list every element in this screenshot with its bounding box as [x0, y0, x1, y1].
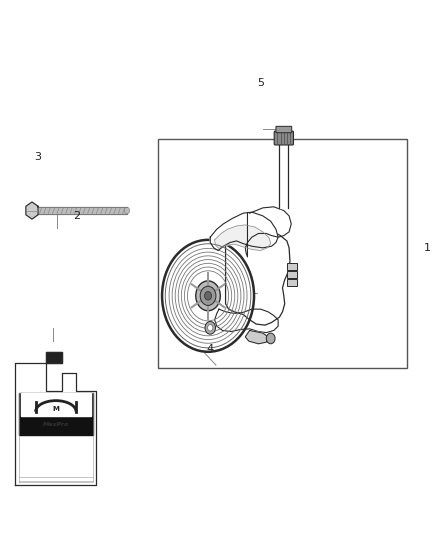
Polygon shape — [245, 207, 291, 257]
Text: 1: 1 — [424, 243, 431, 253]
Bar — [287, 263, 297, 270]
Text: MaxPro: MaxPro — [43, 422, 69, 427]
Circle shape — [162, 240, 254, 352]
Circle shape — [208, 325, 213, 331]
Circle shape — [124, 207, 130, 214]
Text: 5: 5 — [257, 78, 264, 87]
Circle shape — [205, 292, 212, 300]
Text: 4: 4 — [207, 344, 214, 354]
Text: 2: 2 — [73, 211, 80, 221]
Polygon shape — [37, 207, 127, 214]
Polygon shape — [279, 144, 288, 208]
Text: 3: 3 — [34, 152, 41, 162]
Circle shape — [266, 333, 275, 344]
Polygon shape — [226, 227, 290, 325]
Bar — [287, 271, 297, 278]
FancyBboxPatch shape — [274, 131, 293, 145]
Polygon shape — [245, 330, 268, 344]
Polygon shape — [46, 352, 62, 362]
Bar — [287, 279, 297, 286]
Polygon shape — [210, 212, 278, 251]
FancyBboxPatch shape — [276, 126, 292, 133]
Polygon shape — [215, 225, 271, 251]
Polygon shape — [19, 393, 93, 435]
Text: M: M — [53, 406, 59, 411]
Circle shape — [205, 321, 215, 334]
Circle shape — [196, 281, 220, 311]
Bar — [158, 139, 407, 368]
Polygon shape — [21, 393, 91, 416]
Circle shape — [200, 286, 216, 305]
Polygon shape — [15, 362, 96, 485]
Polygon shape — [26, 202, 38, 219]
Polygon shape — [215, 309, 278, 333]
